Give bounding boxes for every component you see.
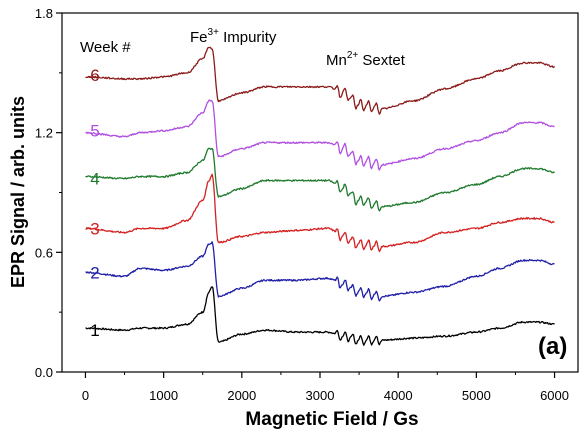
x-tick-label: 6000 (540, 388, 569, 403)
mn-annotation-rest: Sextet (358, 52, 406, 69)
x-tick-label: 3000 (306, 388, 335, 403)
series-line-week-5 (85, 99, 555, 171)
y-tick-label: 1.8 (35, 6, 53, 21)
mn-annotation-sup: 2+ (347, 50, 359, 61)
fe-annotation-sup: 3+ (208, 27, 220, 38)
y-tick-label: 0.0 (35, 365, 53, 380)
week-label-4: 4 (90, 170, 99, 189)
x-tick-label: 1000 (149, 388, 178, 403)
tick-marks (56, 12, 556, 378)
fe-annotation-base: Fe (190, 29, 208, 46)
week-label-1: 1 (90, 321, 99, 340)
panel-label: (a) (538, 333, 567, 360)
series-line-week-6 (85, 46, 556, 115)
week-label-6: 6 (90, 66, 99, 85)
series-line-week-1 (85, 286, 555, 346)
week-labels: 1 2 3 4 5 6 (90, 66, 99, 340)
x-tick-label: 5000 (462, 388, 491, 403)
x-tick-label: 0 (82, 388, 89, 403)
series-line-week-2 (85, 241, 555, 302)
fe-impurity-annotation: Fe3+ Impurity (190, 27, 277, 46)
y-tick-label: 0.6 (35, 245, 53, 260)
series-line-week-4 (85, 147, 555, 212)
plot-frame (61, 12, 579, 373)
week-label-2: 2 (90, 263, 99, 282)
mn-annotation-base: Mn (326, 52, 347, 69)
tick-labels: 0 1000 2000 3000 4000 5000 6000 0.0 0.6 1.2 1.8 (35, 6, 569, 403)
fe-annotation-rest: Impurity (219, 29, 277, 46)
x-tick-label: 2000 (227, 388, 256, 403)
series-line-week-3 (85, 173, 555, 253)
series-traces (85, 46, 556, 346)
mn-sextet-annotation: Mn2+ Sextet (326, 50, 406, 69)
legend-title: Week # (80, 39, 131, 56)
x-tick-label: 4000 (384, 388, 413, 403)
axes (61, 12, 579, 373)
week-label-3: 3 (90, 219, 99, 238)
week-label-5: 5 (90, 122, 99, 141)
x-axis-title: Magnetic Field / Gs (245, 409, 418, 430)
y-axis-title: EPR Signal / arb. units (8, 96, 28, 288)
y-tick-label: 1.2 (35, 126, 53, 141)
